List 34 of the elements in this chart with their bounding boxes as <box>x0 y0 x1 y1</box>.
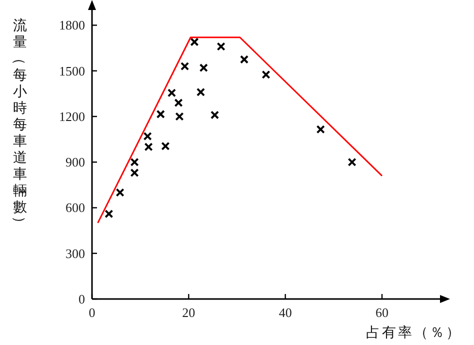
point <box>316 125 325 134</box>
x-tick-label: 60 <box>376 305 388 320</box>
point <box>196 88 206 96</box>
x-axis-title: 占有率（％） <box>366 325 462 341</box>
point <box>167 88 176 98</box>
point <box>130 158 139 166</box>
point <box>180 62 190 71</box>
point <box>143 132 152 141</box>
point <box>116 188 124 197</box>
point <box>156 110 165 118</box>
y-tick-label: 300 <box>66 246 85 261</box>
point <box>130 168 139 178</box>
point <box>190 38 199 46</box>
y-tick-label: 900 <box>66 154 85 170</box>
point <box>240 55 249 64</box>
x-tick-label: 0 <box>88 305 96 320</box>
point <box>175 112 184 121</box>
point <box>216 42 226 51</box>
y-tick-label: 0 <box>78 292 85 306</box>
point <box>348 158 356 166</box>
y-tick-label: 1200 <box>59 108 85 124</box>
y-tick-label: 1800 <box>59 18 85 33</box>
point <box>199 64 208 72</box>
point <box>210 110 220 120</box>
ylabel: 流量（每小時每車道車輛數） <box>11 19 27 230</box>
x-tick-label: 40 <box>278 305 292 320</box>
y-tick-label: 600 <box>66 200 85 216</box>
x-tick-label: 20 <box>182 305 196 320</box>
point <box>174 98 183 108</box>
y-tick-label: 1500 <box>59 63 85 78</box>
point <box>144 142 153 152</box>
point <box>161 142 170 150</box>
point <box>104 210 114 218</box>
point <box>262 70 270 79</box>
